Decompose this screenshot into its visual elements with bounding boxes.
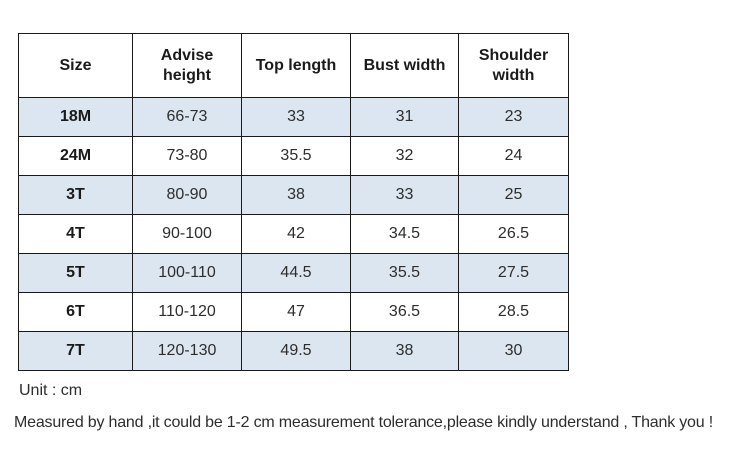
size-cell: 4T <box>18 214 133 254</box>
size-cell: 3T <box>18 175 133 215</box>
unit-note: Unit : cm <box>19 382 83 399</box>
table-row-4t: 4T 90-100 42 34.5 26.5 <box>18 214 569 254</box>
table-row-7t: 7T 120-130 49.5 38 30 <box>18 331 569 371</box>
shoulder-width-cell: 27.5 <box>458 253 569 293</box>
size-cell: 6T <box>18 292 133 332</box>
advise-height-cell: 90-100 <box>132 214 242 254</box>
bust-width-cell: 34.5 <box>350 214 459 254</box>
size-cell: 24M <box>18 136 133 176</box>
bust-width-cell: 35.5 <box>350 253 459 293</box>
header-shoulder-width: Shoulder width <box>458 33 569 98</box>
table-row-6t: 6T 110-120 47 36.5 28.5 <box>18 292 569 332</box>
header-top-length: Top length <box>241 33 351 98</box>
table-row-3t: 3T 80-90 38 33 25 <box>18 175 569 215</box>
table-header-row: Size Advise height Top length Bust width… <box>18 33 569 98</box>
shoulder-width-cell: 24 <box>458 136 569 176</box>
advise-height-cell: 80-90 <box>132 175 242 215</box>
size-cell: 7T <box>18 331 133 371</box>
size-chart-table: Size Advise height Top length Bust width… <box>18 33 569 371</box>
shoulder-width-cell: 26.5 <box>458 214 569 254</box>
top-length-cell: 47 <box>241 292 351 332</box>
size-cell: 18M <box>18 97 133 137</box>
top-length-cell: 42 <box>241 214 351 254</box>
table-row-24m: 24M 73-80 35.5 32 24 <box>18 136 569 176</box>
advise-height-cell: 66-73 <box>132 97 242 137</box>
bust-width-cell: 38 <box>350 331 459 371</box>
shoulder-width-cell: 25 <box>458 175 569 215</box>
top-length-cell: 35.5 <box>241 136 351 176</box>
header-bust-width: Bust width <box>350 33 459 98</box>
shoulder-width-cell: 23 <box>458 97 569 137</box>
shoulder-width-cell: 28.5 <box>458 292 569 332</box>
bust-width-cell: 36.5 <box>350 292 459 332</box>
table-row-18m: 18M 66-73 33 31 23 <box>18 97 569 137</box>
top-length-cell: 44.5 <box>241 253 351 293</box>
advise-height-cell: 73-80 <box>132 136 242 176</box>
top-length-cell: 49.5 <box>241 331 351 371</box>
top-length-cell: 33 <box>241 97 351 137</box>
bust-width-cell: 31 <box>350 97 459 137</box>
header-advise-height: Advise height <box>132 33 242 98</box>
size-cell: 5T <box>18 253 133 293</box>
shoulder-width-cell: 30 <box>458 331 569 371</box>
advise-height-cell: 120-130 <box>132 331 242 371</box>
header-size: Size <box>18 33 133 98</box>
bust-width-cell: 33 <box>350 175 459 215</box>
advise-height-cell: 100-110 <box>132 253 242 293</box>
advise-height-cell: 110-120 <box>132 292 242 332</box>
table-row-5t: 5T 100-110 44.5 35.5 27.5 <box>18 253 569 293</box>
tolerance-note: Measured by hand ,it could be 1-2 cm mea… <box>14 414 713 431</box>
bust-width-cell: 32 <box>350 136 459 176</box>
top-length-cell: 38 <box>241 175 351 215</box>
